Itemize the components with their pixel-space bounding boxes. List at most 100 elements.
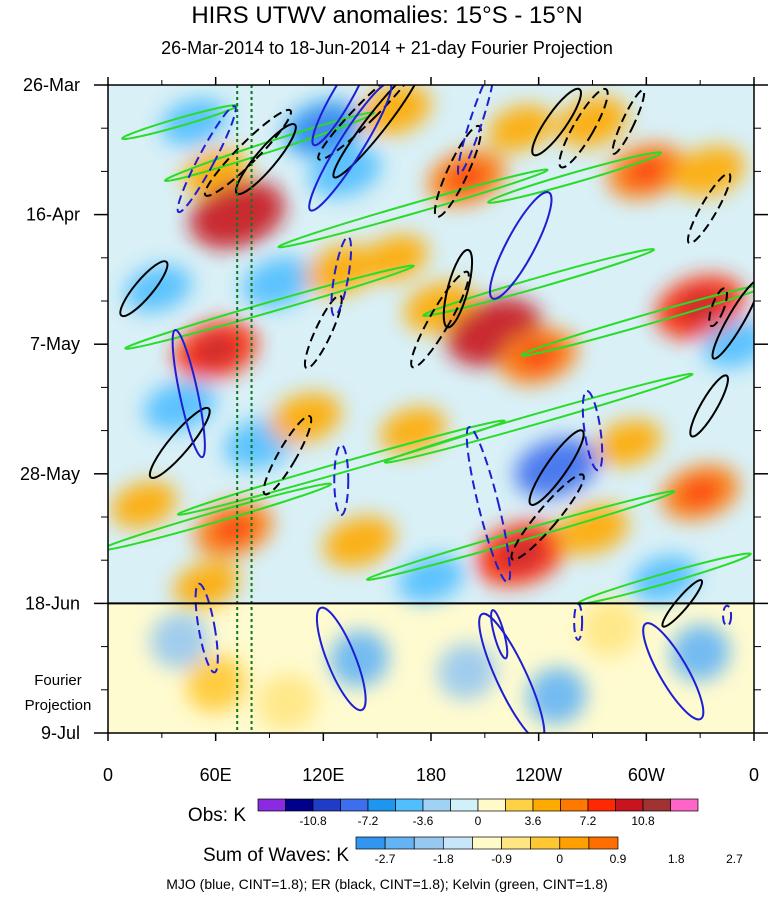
y-tick-label: 18-Jun [25, 593, 80, 613]
mjo-contour [722, 604, 733, 627]
projection-field [150, 599, 730, 731]
y-tick-label: 26-Mar [23, 75, 80, 95]
y-tick-label: 16-Apr [26, 205, 80, 225]
mjo-contour [194, 582, 219, 674]
er-contour [148, 406, 211, 480]
colorbar-tick-label: -7.2 [358, 814, 379, 828]
er-contour [262, 415, 313, 496]
projection-blob [670, 624, 730, 682]
colorbar-swatch [642, 798, 671, 812]
kelvin-contour [108, 482, 333, 552]
y-tick-label: 28-May [20, 464, 80, 484]
field-blob [631, 555, 698, 603]
field-blob [673, 145, 746, 197]
x-tick-label: 0 [749, 765, 759, 785]
er-contour [528, 429, 585, 506]
colorbar-swatch [257, 798, 286, 812]
projection-blob [329, 630, 389, 688]
colorbar-tick-label: 0 [475, 814, 482, 828]
field-blob [323, 516, 396, 568]
er-contour [119, 260, 169, 318]
er-contour [433, 124, 482, 218]
colorbar-swatch [472, 836, 502, 850]
mjo-contour [308, 85, 393, 212]
field-blob [269, 392, 342, 444]
field-blob [380, 407, 447, 455]
kelvin-contours [108, 104, 754, 605]
mjo-contour [581, 389, 604, 472]
mjo-contour [333, 443, 350, 516]
kelvin-contour [365, 490, 676, 581]
kelvin-contour [422, 248, 656, 317]
field-blob-core [680, 478, 720, 507]
plot-area [107, 84, 755, 734]
colorbar-tick-label: -3.6 [413, 814, 434, 828]
x-tick-label: 60W [628, 765, 665, 785]
mjo-contour [642, 622, 705, 721]
colorbar-tick-label: -2.7 [375, 852, 396, 866]
colorbar-tick-label: 10.8 [631, 814, 655, 828]
colorbar-swatch [670, 798, 699, 812]
er-contour [711, 279, 754, 360]
colorbar-swatch [312, 798, 341, 812]
er-contour [611, 89, 646, 155]
er-contour [531, 87, 582, 157]
er-contour [661, 579, 704, 628]
axes: 0 60E 120E 180 120W 60W 0 26-Mar 16-Apr 7-May 28-M… [20, 75, 768, 785]
mjo-contour [330, 235, 353, 317]
field-blob [173, 561, 240, 609]
projection-blob [186, 655, 246, 712]
field-blob-core [535, 452, 578, 483]
colorbar-swatch [560, 798, 589, 812]
chart-subtitle: 26-Mar-2014 to 18-Jun-2014 + 21-day Four… [161, 38, 613, 58]
colorbar-swatch [530, 836, 561, 850]
chart-title: HIRS UTWV anomalies: 15°S - 15°N [191, 2, 583, 29]
field-blob-core [469, 314, 518, 349]
colorbar-swatch [477, 798, 506, 812]
kelvin-contour [520, 282, 754, 357]
colorbar-tick-label: 7.2 [580, 814, 597, 828]
colorbar-tick-label: 2.7 [726, 852, 743, 866]
colorbar-tick-label: -1.8 [433, 852, 454, 866]
projection-label: Fourier Projection [25, 672, 92, 714]
kelvin-contour [124, 264, 415, 350]
projection-blob [526, 667, 587, 725]
er-contour [410, 270, 470, 369]
colorbar-swatch [450, 798, 479, 812]
mjo-contour [488, 191, 553, 300]
colorbar-swatch [395, 798, 424, 812]
colorbar-swatch [587, 798, 616, 812]
kelvin-contour [487, 151, 663, 204]
field-blob-core [677, 291, 723, 324]
colorbar-tick-label: -0.9 [491, 852, 512, 866]
mjo-contour [456, 85, 495, 176]
er-contour [303, 294, 343, 370]
obs-colorbar-title: Obs: K [188, 805, 246, 826]
field-blob-core [214, 515, 254, 544]
mjo-contour [311, 85, 372, 147]
kelvin-contour [383, 372, 694, 464]
field-blob [110, 481, 177, 529]
colorbar-swatch [588, 836, 619, 850]
colorbar-swatch [285, 798, 314, 812]
colorbar-tick-label: 0 [556, 852, 563, 866]
colorbar-tick-label: 0.9 [610, 852, 627, 866]
colorbar-swatch [422, 798, 451, 812]
mjo-contour [465, 425, 512, 584]
y-tick-label: 7-May [30, 334, 80, 354]
waves-colorbar-title: Sum of Waves: K [203, 845, 349, 866]
mjo-contour [478, 612, 546, 733]
colorbar-swatch [505, 798, 534, 812]
colorbar-swatch [615, 798, 644, 812]
projection-blob [150, 612, 210, 669]
colorbar-tick-label: -10.8 [299, 814, 327, 828]
er-contour [203, 108, 292, 197]
er-contour [708, 287, 728, 328]
field-blob-core [213, 197, 262, 232]
colorbar-swatch [367, 798, 396, 812]
obs-colorbar: Obs: K -10.8 -7.2 -3.6 0 3.6 7.2 10.8 [188, 798, 699, 828]
x-tick-label: 120E [302, 765, 344, 785]
field-blob [556, 503, 629, 555]
mjo-contour [176, 104, 237, 214]
field-blob-core [519, 342, 559, 371]
